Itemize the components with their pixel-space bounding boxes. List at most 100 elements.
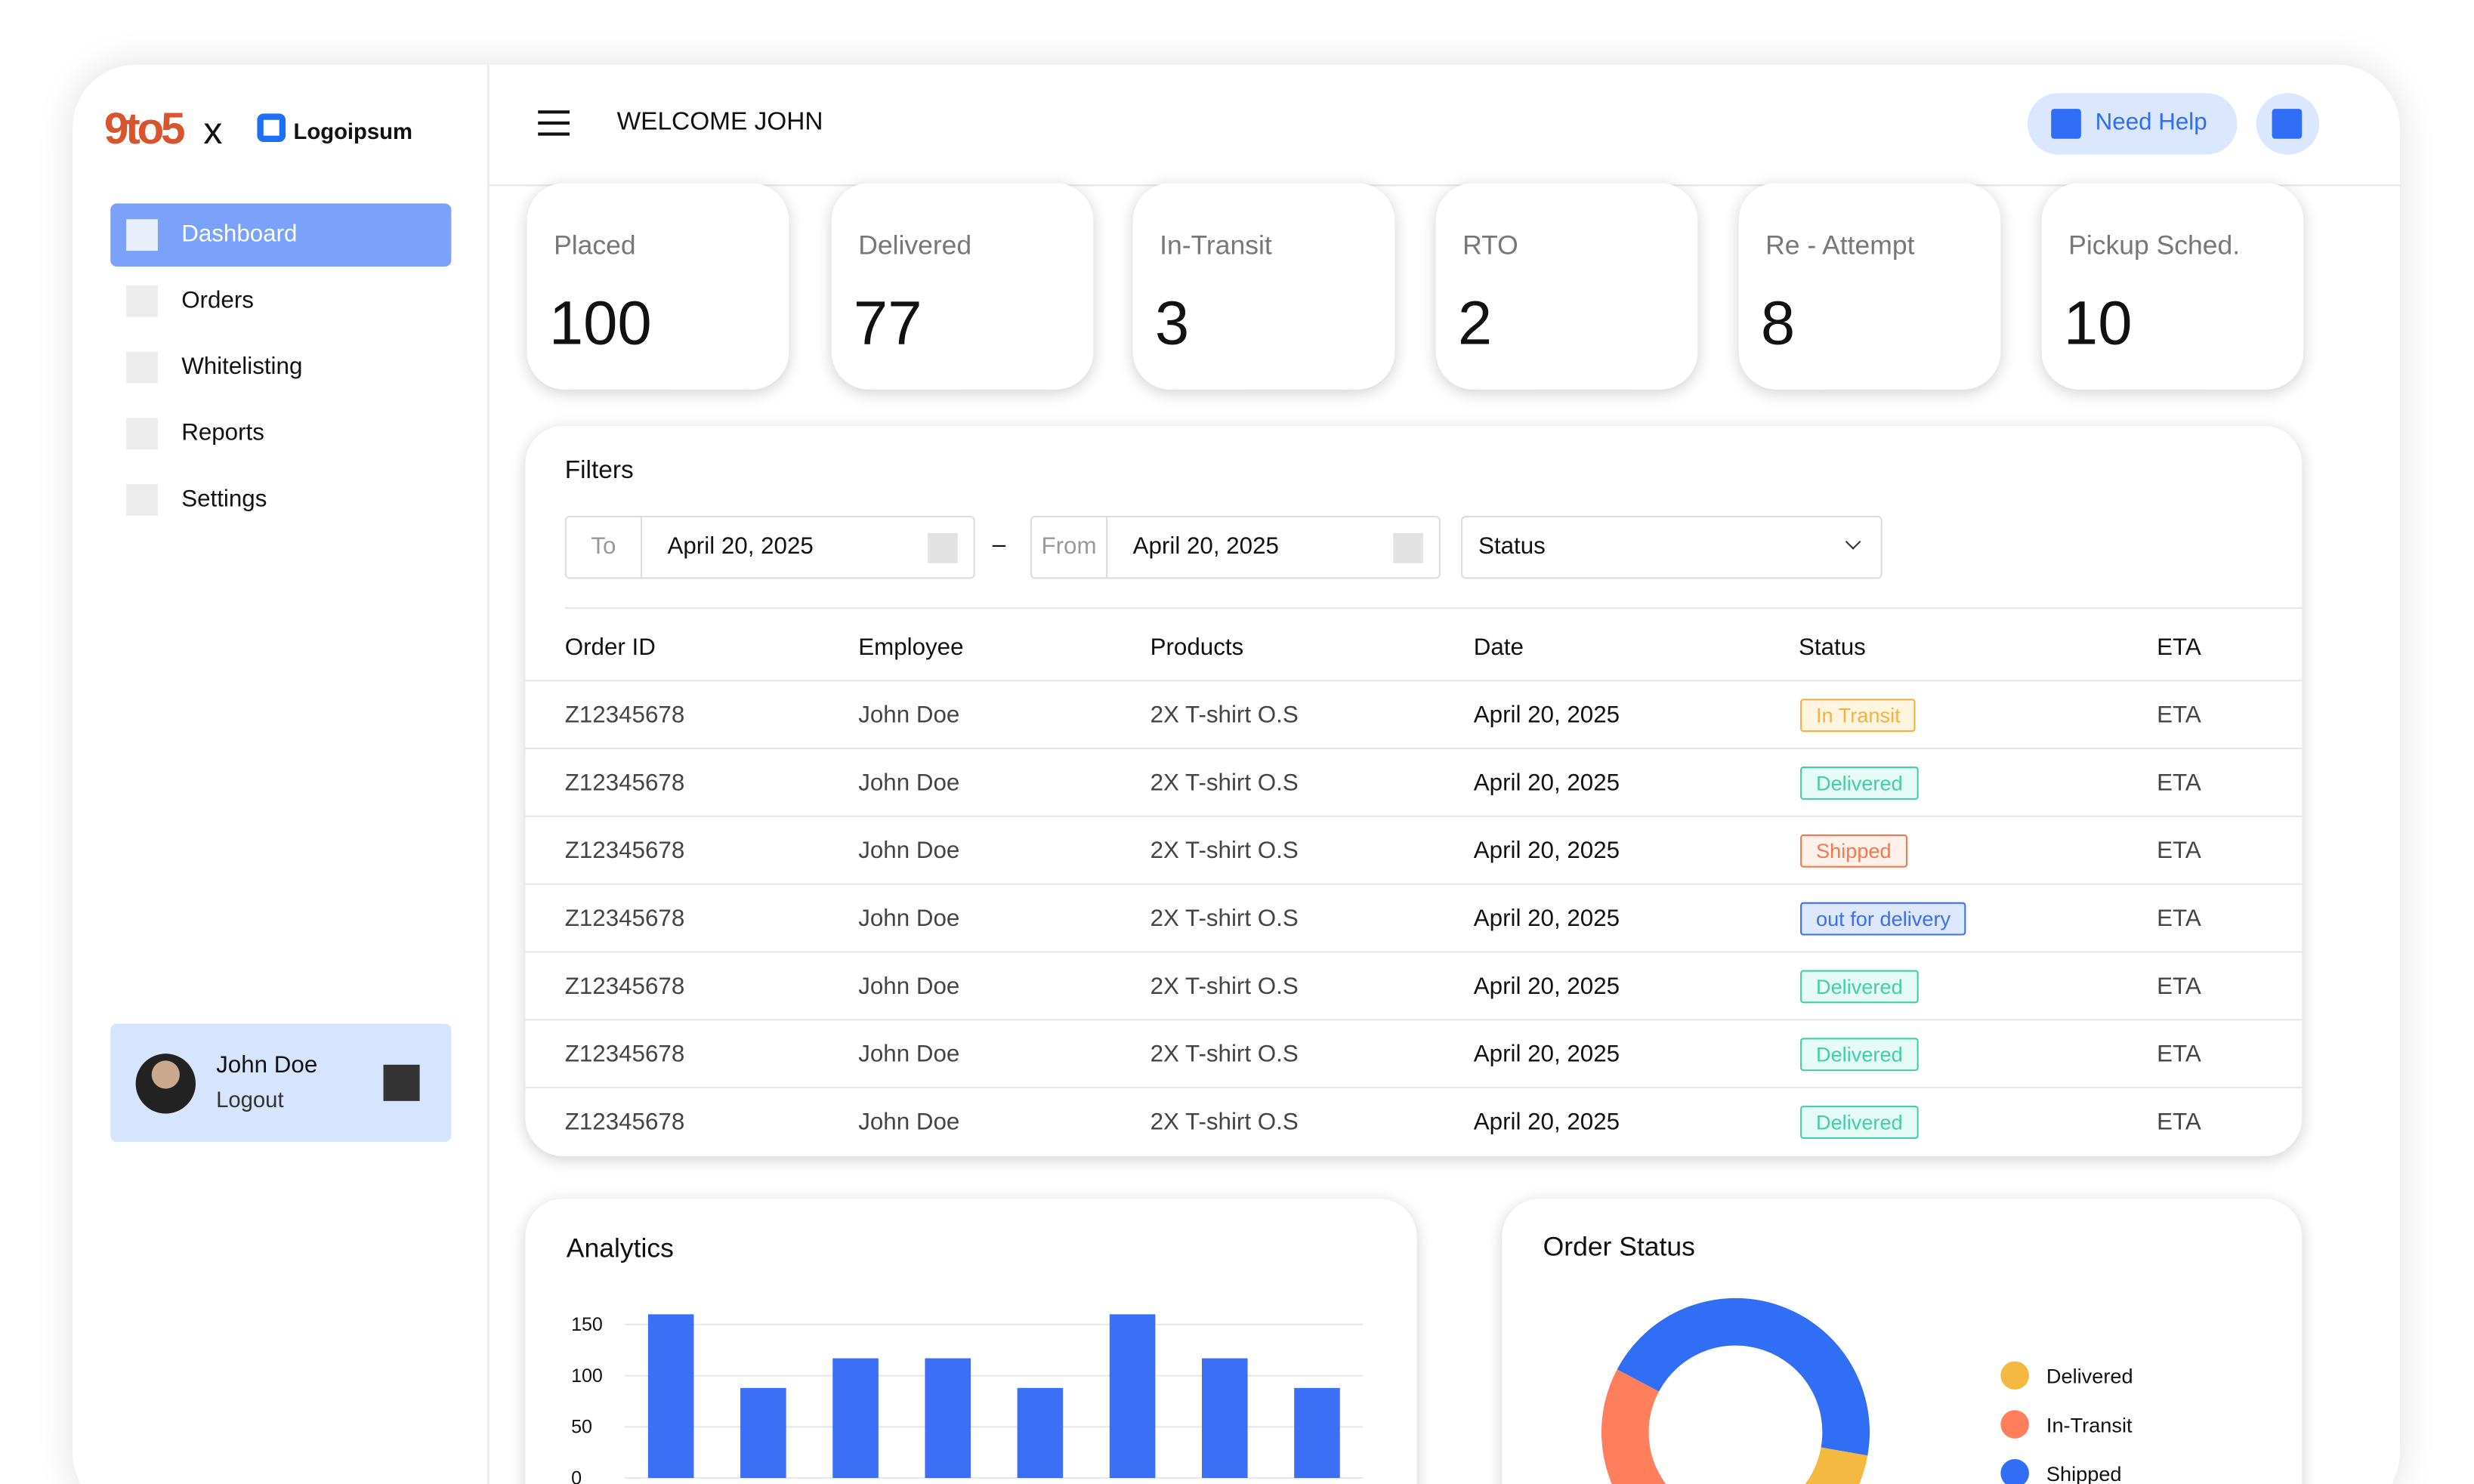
- stat-value: 3: [1154, 290, 1190, 359]
- table-cell: John Doe: [858, 905, 960, 933]
- table-cell: Z12345678: [564, 905, 685, 933]
- table-cell: John Doe: [858, 1041, 960, 1068]
- bar: [1109, 1314, 1156, 1479]
- y-tick-label: 50: [571, 1417, 592, 1438]
- table-cell: April 20, 2025: [1473, 1109, 1620, 1136]
- help-label: Need Help: [2095, 109, 2207, 136]
- y-tick-label: 0: [571, 1467, 582, 1484]
- table-cell: 2X T-shirt O.S: [1150, 1109, 1299, 1136]
- column-header: Employee: [858, 634, 964, 662]
- y-tick-label: 150: [571, 1314, 603, 1335]
- nav-label: Settings: [181, 486, 267, 513]
- legend-label: Shipped: [2046, 1462, 2122, 1484]
- stat-label: In-Transit: [1160, 230, 1272, 261]
- sidebar-divider: [487, 64, 490, 1484]
- menu-bar: [538, 110, 570, 114]
- user-card: John Doe Logout: [110, 1023, 452, 1143]
- table-cell: April 20, 2025: [1473, 838, 1620, 865]
- table-cell: ETA: [2157, 973, 2201, 1001]
- status-filter[interactable]: Status: [1461, 515, 1883, 579]
- table-cell: April 20, 2025: [1473, 973, 1620, 1001]
- table-cell: ETA: [2157, 1041, 2201, 1068]
- table-cell: John Doe: [858, 973, 960, 1001]
- user-menu[interactable]: [383, 1064, 420, 1101]
- nav-label: Reports: [181, 419, 264, 447]
- stat-value: 2: [1457, 290, 1493, 359]
- nav-item[interactable]: Orders: [110, 270, 451, 333]
- menu-button[interactable]: [538, 110, 570, 139]
- date-filter-label: To: [567, 517, 643, 578]
- column-header: Order ID: [564, 634, 656, 662]
- row-divider: [525, 1087, 2303, 1089]
- partner-logo: Logoipsum: [293, 118, 413, 144]
- status-badge: out for delivery: [1800, 902, 1966, 936]
- row-divider: [525, 747, 2303, 750]
- nav-icon: [126, 484, 158, 516]
- stat-value: 10: [2063, 290, 2133, 359]
- status-badge: Delivered: [1800, 1038, 1919, 1072]
- profile-icon: [2272, 109, 2303, 139]
- chart-title: Analytics: [567, 1233, 674, 1263]
- date-filter[interactable]: To April 20, 2025: [564, 515, 975, 579]
- help-icon: [2051, 109, 2081, 139]
- bar: [647, 1314, 694, 1479]
- logout[interactable]: Logout: [216, 1087, 284, 1112]
- nav-item[interactable]: Whitelisting: [110, 336, 451, 400]
- bar: [925, 1358, 971, 1479]
- table-cell: ETA: [2157, 1109, 2201, 1136]
- nav-icon: [126, 351, 158, 384]
- nav-label: Whitelisting: [181, 353, 303, 381]
- table-cell: John Doe: [858, 702, 960, 729]
- profile-button[interactable]: [2256, 93, 2320, 155]
- row-divider: [525, 883, 2303, 885]
- table-cell: John Doe: [858, 838, 960, 865]
- chart-title: Order Status: [1543, 1232, 1695, 1262]
- table-cell: Z12345678: [564, 1041, 685, 1068]
- y-tick-label: 100: [571, 1365, 603, 1387]
- table-cell: April 20, 2025: [1473, 905, 1620, 933]
- menu-bar: [538, 121, 570, 125]
- status-badge: In Transit: [1800, 699, 1917, 733]
- stat-card: RTO 2: [1435, 183, 1698, 390]
- stat-label: Delivered: [858, 230, 972, 261]
- status-badge: Delivered: [1800, 767, 1919, 800]
- date-filter[interactable]: From April 20, 2025: [1030, 515, 1441, 579]
- status-badge: Shipped: [1800, 834, 1907, 868]
- legend-swatch: [2000, 1361, 2029, 1390]
- table-cell: April 20, 2025: [1473, 770, 1620, 797]
- bar: [1294, 1387, 1340, 1479]
- status-filter-label: Status: [1478, 532, 1546, 560]
- table-cell: 2X T-shirt O.S: [1150, 973, 1299, 1001]
- table-cell: Z12345678: [564, 973, 685, 1001]
- nav-item[interactable]: Reports: [110, 403, 451, 466]
- welcome: WELCOME JOHN: [616, 109, 823, 136]
- calendar-icon: [928, 532, 958, 563]
- column-header: Date: [1473, 634, 1524, 662]
- date-filter-value: April 20, 2025: [1132, 532, 1279, 560]
- row-divider: [525, 815, 2303, 817]
- table-cell: ETA: [2157, 770, 2201, 797]
- stat-label: Placed: [554, 230, 636, 261]
- table-cell: 2X T-shirt O.S: [1150, 1041, 1299, 1068]
- table-cell: ETA: [2157, 838, 2201, 865]
- filters-title: Filters: [564, 457, 634, 485]
- brand-joiner: x: [203, 110, 223, 153]
- legend-swatch: [2000, 1410, 2029, 1439]
- status-badge: Delivered: [1800, 1106, 1919, 1139]
- brand-logo: 9to5: [103, 103, 186, 153]
- nav-icon: [126, 418, 158, 450]
- menu-bar: [538, 132, 570, 136]
- table-cell: John Doe: [858, 770, 960, 797]
- table-cell: April 20, 2025: [1473, 1041, 1620, 1068]
- stat-value: 100: [548, 290, 652, 359]
- nav-item[interactable]: Settings: [110, 468, 451, 532]
- table-cell: Z12345678: [564, 770, 685, 797]
- nav-item[interactable]: Dashboard: [110, 203, 452, 267]
- stat-label: Pickup Sched.: [2068, 230, 2241, 261]
- stat-card: Re - Attempt 8: [1738, 183, 2001, 390]
- table-cell: 2X T-shirt O.S: [1150, 905, 1299, 933]
- stat-card: Delivered 77: [831, 183, 1094, 390]
- stat-card: In-Transit 3: [1132, 183, 1395, 390]
- user-name: John Doe: [216, 1052, 318, 1079]
- help-button[interactable]: Need Help: [2027, 93, 2238, 155]
